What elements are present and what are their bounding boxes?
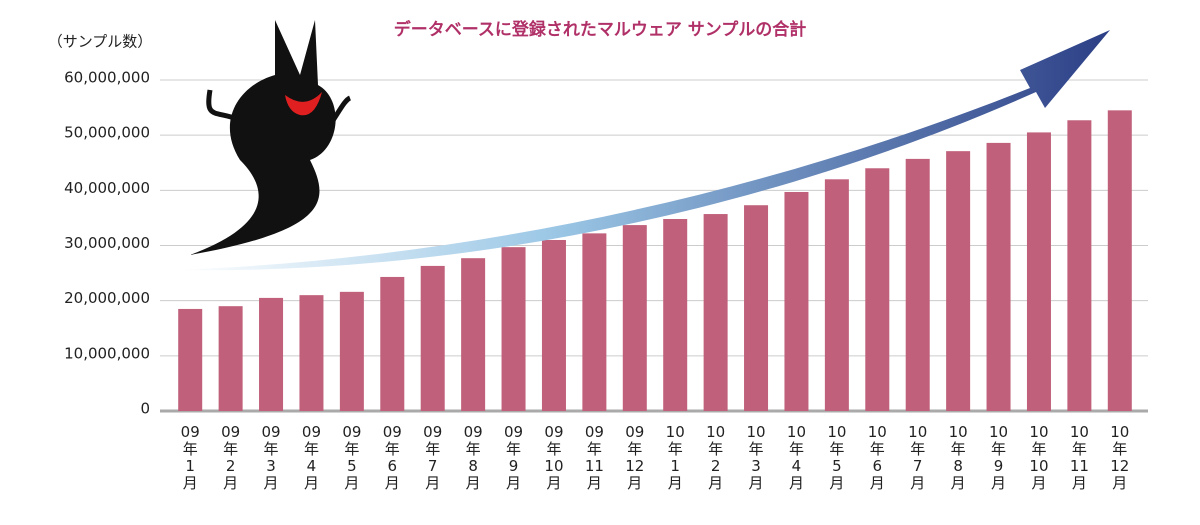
x-tick-label: 10 年 6 月 [868,423,887,492]
x-tick-label: 10 年 3 月 [746,423,765,492]
bar [541,239,566,411]
x-tick-label: 09 年 5 月 [342,423,361,492]
x-tick-label: 09 年 4 月 [302,423,321,492]
y-axis-label: （サンプル数） [48,33,153,51]
x-tick-label: 10 年 11 月 [1070,423,1089,492]
y-tick-label: 50,000,000 [64,124,150,142]
x-tick-label: 09 年 8 月 [464,423,483,492]
bar [1026,132,1051,412]
bar [1067,120,1092,411]
bar [218,306,243,411]
bar [299,295,324,411]
x-tick-label: 10 年 8 月 [949,423,968,492]
bar [824,179,849,411]
chart-title: データベースに登録されたマルウェア サンプルの合計 [394,19,807,40]
y-tick-label: 60,000,000 [64,69,150,87]
bar [380,276,405,411]
y-tick-label: 20,000,000 [64,289,150,307]
y-tick-label: 30,000,000 [64,234,150,252]
devil-illustration [190,20,352,255]
bar [663,219,688,411]
bar [744,205,769,411]
x-tick-label: 09 年 10 月 [544,423,563,492]
x-tick-label: 09 年 6 月 [383,423,402,492]
x-tick-label: 09 年 3 月 [261,423,280,492]
bar [582,233,607,411]
x-tick-label: 09 年 11 月 [585,423,604,492]
bar [420,265,445,411]
bar [501,247,526,411]
x-tick-label: 10 年 2 月 [706,423,725,492]
bar [1107,110,1132,411]
x-tick-label: 10 年 9 月 [989,423,1008,492]
x-tick-label: 10 年 12 月 [1110,423,1129,492]
x-tick-label: 09 年 12 月 [625,423,644,492]
y-tick-label: 40,000,000 [64,179,150,197]
bar [259,297,284,411]
y-tick-label: 0 [140,400,150,418]
plot: 0 10,000,000 20,000,000 30,000,000 40,000,00… [64,69,1148,492]
bar [461,258,486,411]
bar [339,291,364,411]
x-tick-label: 10 年 10 月 [1029,423,1048,492]
bar [865,168,890,411]
x-tick-label: 09 年 1 月 [181,423,200,492]
x-tick-label: 09 年 2 月 [221,423,240,492]
x-tick-label: 10 年 4 月 [787,423,806,492]
x-tick-label: 09 年 7 月 [423,423,442,492]
x-tick-label: 10 年 1 月 [666,423,685,492]
x-tick-label: 09 年 9 月 [504,423,523,492]
bar [986,142,1011,411]
y-tick-label: 10,000,000 [64,344,150,362]
bar [784,191,809,411]
bar [905,158,930,411]
bar [622,225,647,411]
x-tick-label: 10 年 5 月 [827,423,846,492]
x-tick-label: 10 年 7 月 [908,423,927,492]
bar [703,214,728,411]
bar [946,151,971,412]
bar [178,308,203,411]
